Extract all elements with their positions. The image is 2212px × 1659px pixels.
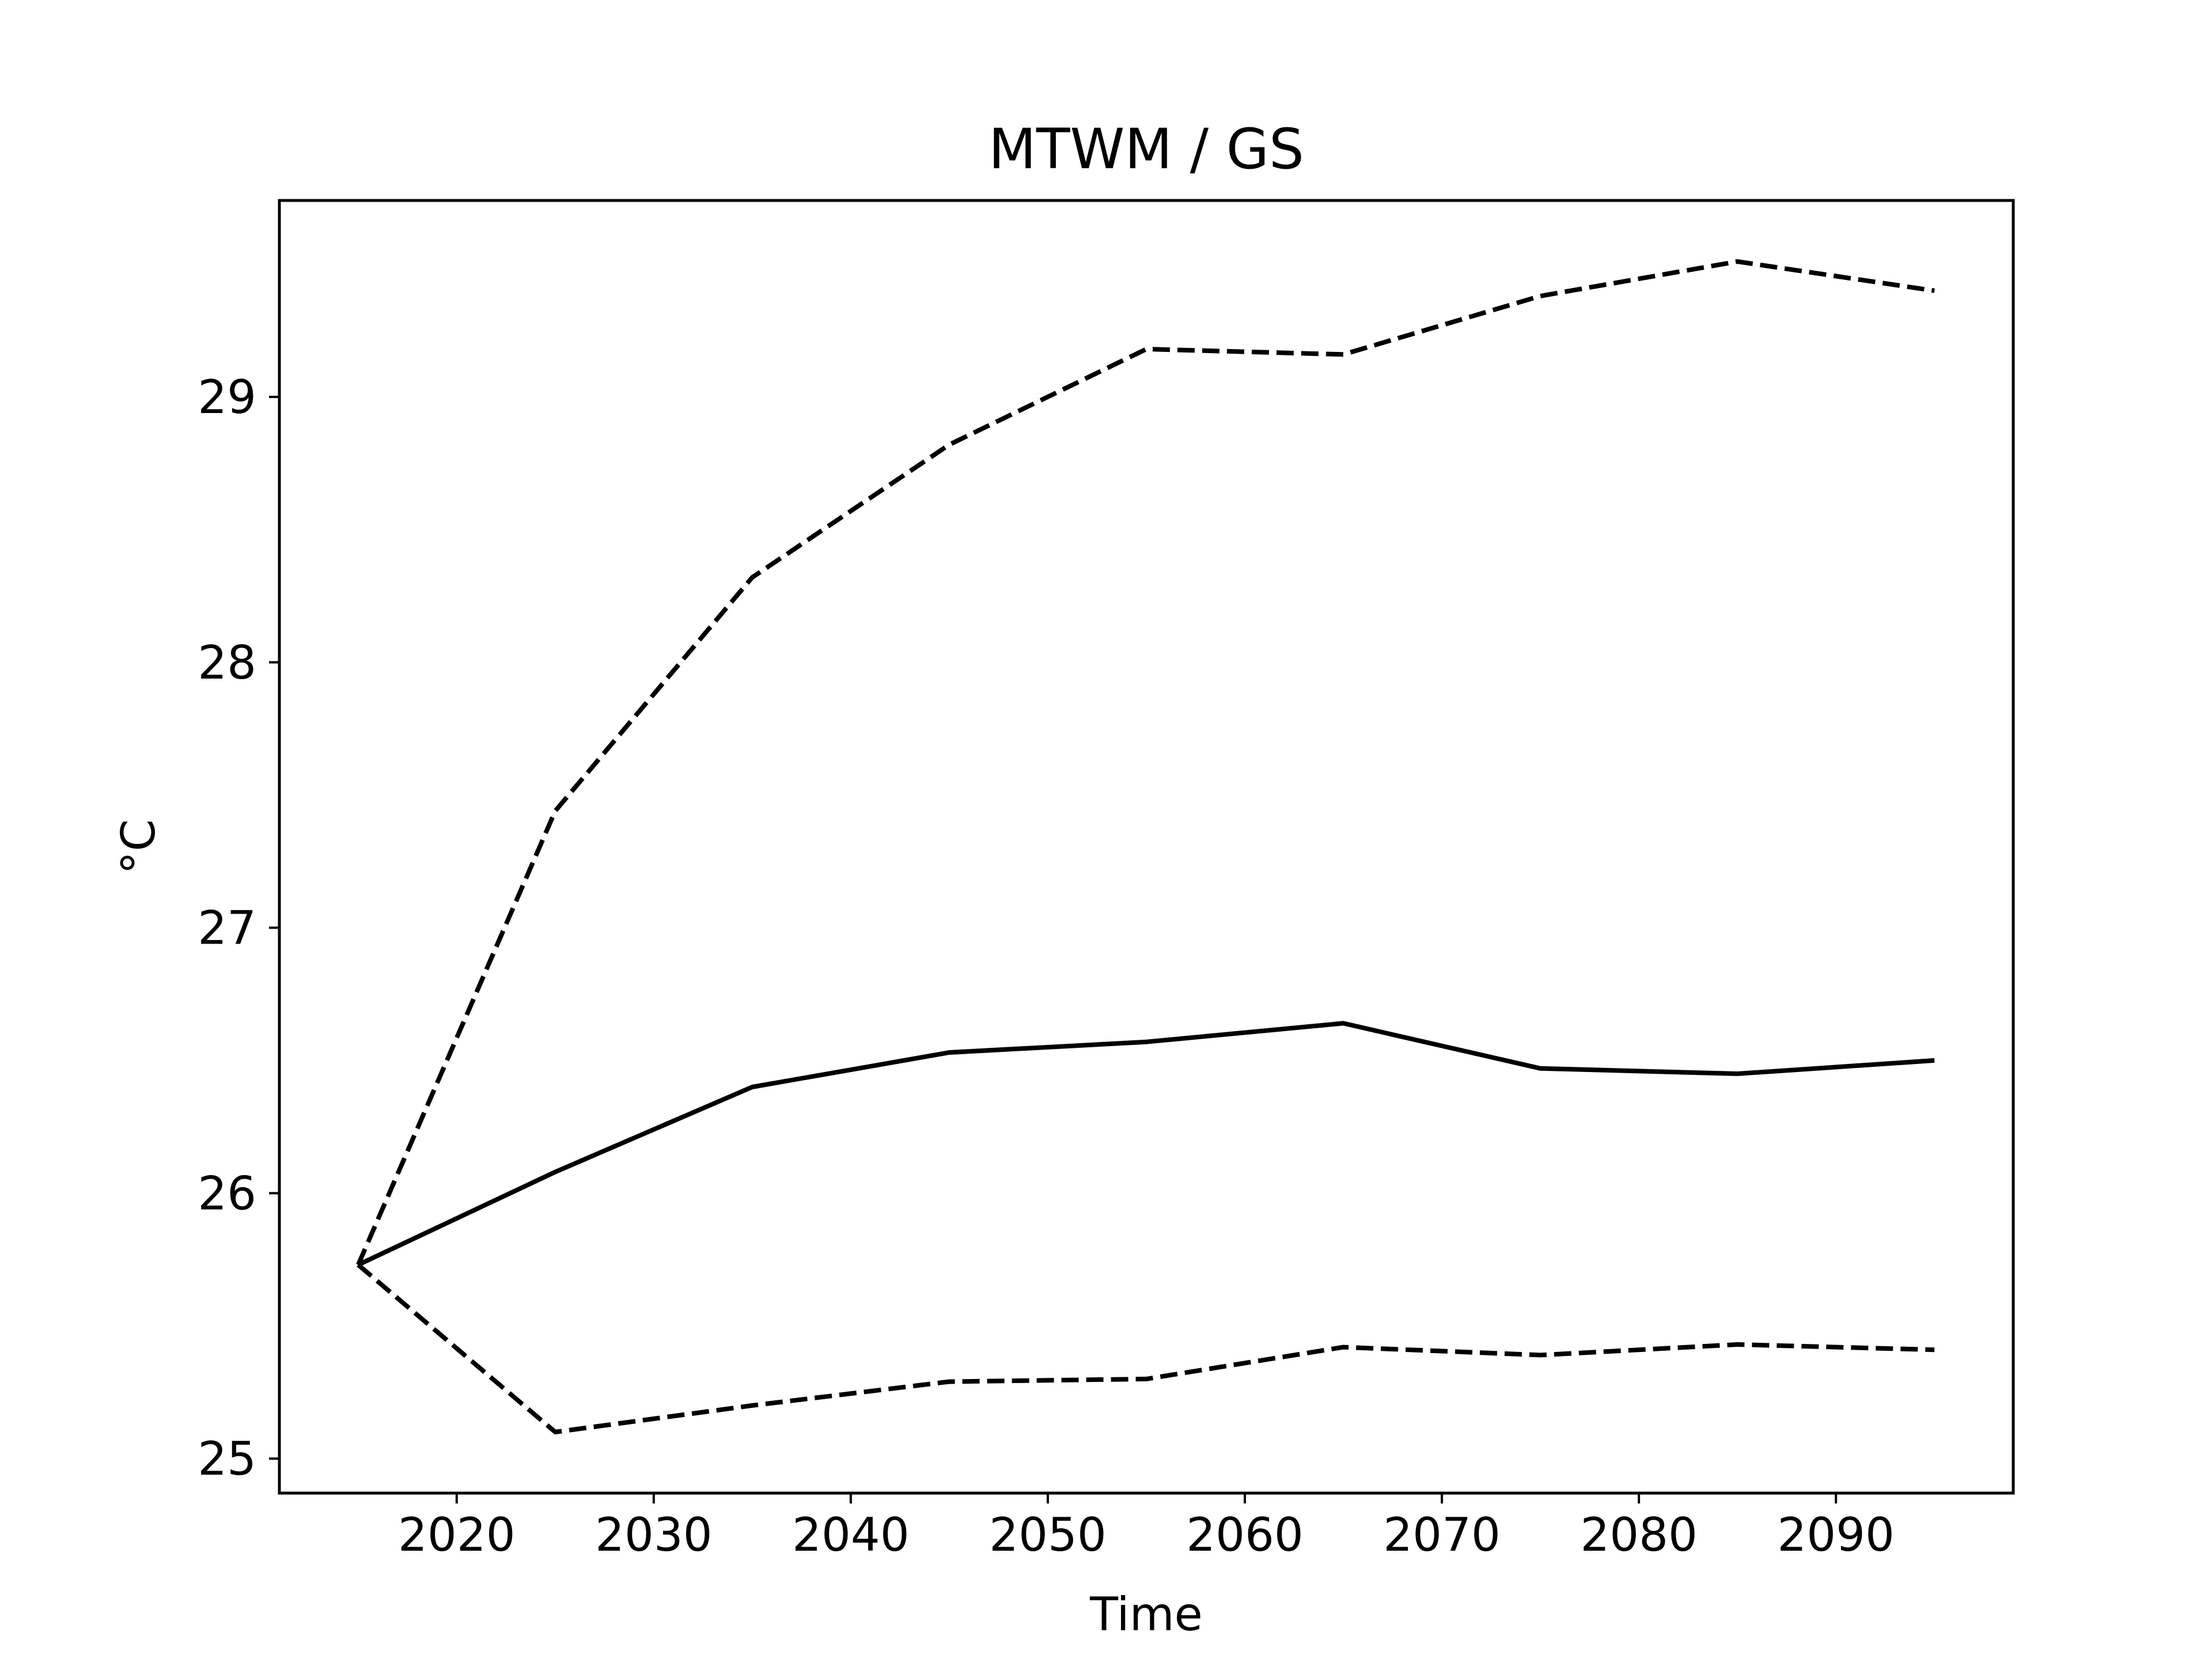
x-tick-label-2070: 2070 [1383,1508,1501,1562]
x-tick-label-2020: 2020 [398,1508,516,1562]
y-tick-label-25: 25 [198,1432,256,1486]
x-tick-label-2060: 2060 [1186,1508,1304,1562]
series-layer [356,259,1935,1434]
y-axis-label: °C [112,819,165,874]
y-axis: 25 26 27 28 29 [198,370,279,1486]
x-axis-label: Time [1089,1588,1203,1641]
x-tick-label-2040: 2040 [792,1508,910,1562]
y-tick-label-28: 28 [198,636,256,690]
plot-frame [278,199,2015,1495]
x-tick-label-2080: 2080 [1580,1508,1698,1562]
series-line-3-dashed [357,1263,1935,1434]
x-tick-label-2030: 2030 [595,1508,713,1562]
series-line-1-solid [357,1021,1935,1267]
series-line-2-dashed [356,259,1935,1266]
y-tick-label-26: 26 [198,1166,256,1220]
x-axis: 2020 2030 2040 2050 2060 2070 2080 2090 [398,1493,1895,1562]
x-tick-label-2050: 2050 [989,1508,1107,1562]
x-tick-label-2090: 2090 [1777,1508,1895,1562]
chart-title: MTWM / GS [988,117,1304,181]
y-tick-label-29: 29 [198,370,256,424]
y-tick-label-27: 27 [198,902,256,955]
